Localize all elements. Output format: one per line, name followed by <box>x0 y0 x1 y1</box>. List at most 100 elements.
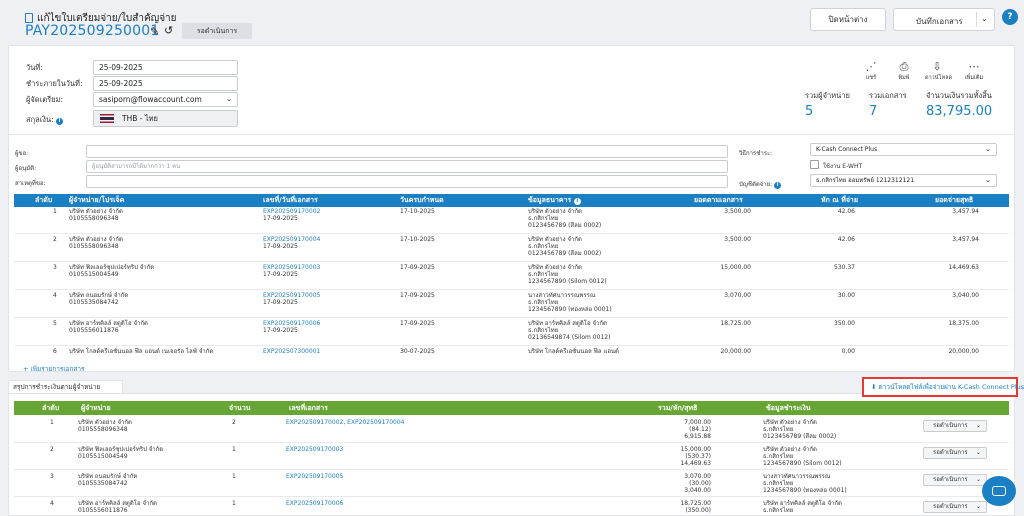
document-link[interactable]: EXP202509170006 <box>263 320 321 327</box>
summary-doc-links[interactable]: EXP202509170002, EXP202509170004 <box>286 419 405 426</box>
approver-label: ผู้อนุมัติ: <box>15 165 37 172</box>
share-button[interactable]: ⋰ แชร์ <box>859 60 883 82</box>
payment-method-value: K-Cash Connect Plus <box>816 146 878 153</box>
download-icon: ⇩ <box>932 60 942 73</box>
summary-doc-links[interactable]: EXP202509170003 <box>286 446 344 453</box>
document-link[interactable]: EXP202509170003 <box>263 264 321 271</box>
summary-status-select[interactable]: รอดำเนินการ ⌄ <box>923 501 987 513</box>
info-icon[interactable]: i <box>774 182 782 189</box>
summary-status-value: รอดำเนินการ <box>933 422 968 429</box>
total-docs-label: รวมเอกสาร <box>869 91 907 100</box>
info-icon[interactable]: i <box>56 118 63 125</box>
row-number: 5 <box>53 320 57 327</box>
chevron-down-icon[interactable]: ⌄ <box>981 14 988 23</box>
summary-status-select[interactable]: รอดำเนินการ ⌄ <box>923 474 987 486</box>
document-date: 17-09-2025 <box>263 243 298 250</box>
summary-row-number: 4 <box>50 500 54 507</box>
due-date-input[interactable]: 25-09-2025 <box>93 76 238 91</box>
close-window-button[interactable]: ปิดหน้าต่าง <box>810 8 886 31</box>
grand-total-value: 83,795.00 <box>926 104 993 119</box>
summary-tab[interactable]: สรุปการชำระเงินตามผู้จำหน่าย <box>8 380 123 394</box>
summary-total: 18,725.00 <box>680 500 711 507</box>
withholding-amount: 42.06 <box>837 236 855 243</box>
summary-net: 6,915.88 <box>684 433 711 440</box>
total-vendors-value: 5 <box>805 104 814 119</box>
summary-payee-bank: ธ.กสิกรไทย <box>763 480 794 487</box>
bank-name: ธ.กสิกรไทย <box>528 243 559 250</box>
bank-account-no: 1234567890 (ทองหล่อ 0001) <box>528 306 612 313</box>
chevron-down-icon: ⌄ <box>226 95 232 103</box>
print-label: พิมพ์ <box>898 75 910 81</box>
summary-deduction: (30.00) <box>689 480 711 487</box>
thai-flag-icon <box>100 114 114 123</box>
summary-doc-links[interactable]: EXP202509170006 <box>286 500 344 507</box>
withholding-amount: 42.06 <box>837 208 855 215</box>
date-input[interactable]: 25-09-2025 <box>93 60 238 75</box>
document-link[interactable]: EXP202509170002 <box>263 208 321 215</box>
summary-doc-links[interactable]: EXP202509170005 <box>286 473 344 480</box>
vendor-name: บริษัท ฟิลเลอร์ซุปเปอร์ทริป จำกัด <box>69 264 155 271</box>
approver-input[interactable]: ผู้อนุมัติสามารถมีได้มากกว่า 1 คน <box>86 160 728 173</box>
download-kcash-file-button[interactable]: ⬇ ดาวน์โหลดไฟล์เพื่อจ่ายผ่าน K-Cash Conn… <box>862 377 1024 397</box>
sum-col-docs: เลขที่เอกสาร <box>289 403 328 412</box>
help-icon[interactable]: ? <box>1002 9 1018 25</box>
bank-account-name: บริษัท โกลด์ครีเอชั่นนอล ฟีล แอนด์ <box>528 348 619 355</box>
vendor-taxid: 0105556011876 <box>69 327 119 334</box>
payment-method-select[interactable]: K-Cash Connect Plus ⌄ <box>810 143 997 156</box>
withholding-amount: 530.37 <box>834 264 855 271</box>
summary-status-select[interactable]: รอดำเนินการ ⌄ <box>923 447 987 459</box>
status-badge: รอดำเนินการ <box>182 23 252 39</box>
chevron-down-icon: ⌄ <box>975 476 981 483</box>
requester-input[interactable] <box>86 145 728 158</box>
summary-total: 15,000.00 <box>680 446 711 453</box>
download-kcash-label: ดาวน์โหลดไฟล์เพื่อจ่ายผ่าน K-Cash Connec… <box>878 383 1024 391</box>
preparer-select[interactable]: sasiporn@flowaccount.com ⌄ <box>93 92 238 107</box>
vendor-name: บริษัท ตัวอย่าง จำกัด <box>69 236 123 243</box>
reason-input[interactable] <box>86 175 728 188</box>
add-document-line-link[interactable]: + เพิ่มรายการเอกสาร <box>23 365 85 373</box>
summary-status-value: รอดำเนินการ <box>933 449 968 456</box>
due-date: 17-10-2025 <box>400 236 435 243</box>
ewht-checkbox[interactable] <box>810 160 819 169</box>
info-icon[interactable]: i <box>573 198 581 205</box>
print-button[interactable]: ⎙ พิมพ์ <box>892 60 916 82</box>
account-label: บัญชีตัดจ่าย: i <box>739 179 782 189</box>
vendor-taxid: 0105535084742 <box>69 299 119 306</box>
summary-table-header: ลำดับ ผู้จำหน่าย จำนวน เลขที่เอกสาร รวม/… <box>14 401 1009 415</box>
document-amount: 3,500.00 <box>724 236 751 243</box>
bank-account-no: 0123456789 (สีลม 0002) <box>528 222 602 229</box>
summary-status-select[interactable]: รอดำเนินการ ⌄ <box>923 420 987 432</box>
col-doc: เลขที่/วันที่เอกสาร <box>263 196 318 204</box>
chat-bubble-icon <box>992 486 1006 496</box>
summary-deduction: (530.37) <box>685 453 711 460</box>
document-link[interactable]: EXP202509170005 <box>263 292 321 299</box>
more-button[interactable]: ⋯ เพิ่มเติม <box>962 60 986 82</box>
due-date: 17-09-2025 <box>400 264 435 271</box>
row-divider <box>14 233 1009 234</box>
account-select[interactable]: ธ.กสิกรไทย ออมทรัพย์ 1212312121 ⌄ <box>810 174 997 187</box>
chat-support-button[interactable] <box>982 476 1016 506</box>
summary-table-body: 1 บริษัท ตัวอย่าง จำกัด 0105558096348 2 EXP2… <box>9 394 1014 515</box>
document-amount: 15,000.00 <box>720 264 751 271</box>
bank-account-no: 1234567890 (Silom 0012) <box>528 278 607 285</box>
bank-name: ธ.กสิกรไทย <box>528 327 559 334</box>
save-document-button[interactable]: บันทึกเอกสาร ⌄ <box>893 8 995 31</box>
vendor-taxid: 0105558096348 <box>69 243 119 250</box>
account-label-text: บัญชีตัดจ่าย: <box>739 181 773 188</box>
col-amount: ยอดตามเอกสาร <box>694 196 743 204</box>
document-link[interactable]: EXP202507300001 <box>263 348 321 355</box>
document-link[interactable]: EXP202509170004 <box>263 236 321 243</box>
share-icon: ⋰ <box>865 60 877 73</box>
withholding-amount: 30.00 <box>837 292 855 299</box>
col-bank: ข้อมูลธนาคาร i <box>528 195 581 206</box>
row-divider <box>14 442 1009 443</box>
history-icon[interactable]: ↺ <box>164 24 174 37</box>
summary-card: ลำดับ ผู้จำหน่าย จำนวน เลขที่เอกสาร รวม/… <box>8 393 1015 516</box>
more-icon: ⋯ <box>968 60 980 73</box>
total-docs-value: 7 <box>869 104 878 119</box>
preparer-label: ผู้จัดเตรียม: <box>26 95 63 104</box>
document-amount: 3,500.00 <box>724 208 751 215</box>
download-button[interactable]: ⇩ ดาวน์โหลด <box>925 60 952 82</box>
summary-status-value: รอดำเนินการ <box>933 476 968 483</box>
edit-pencil-icon[interactable]: ✎ <box>150 25 160 38</box>
